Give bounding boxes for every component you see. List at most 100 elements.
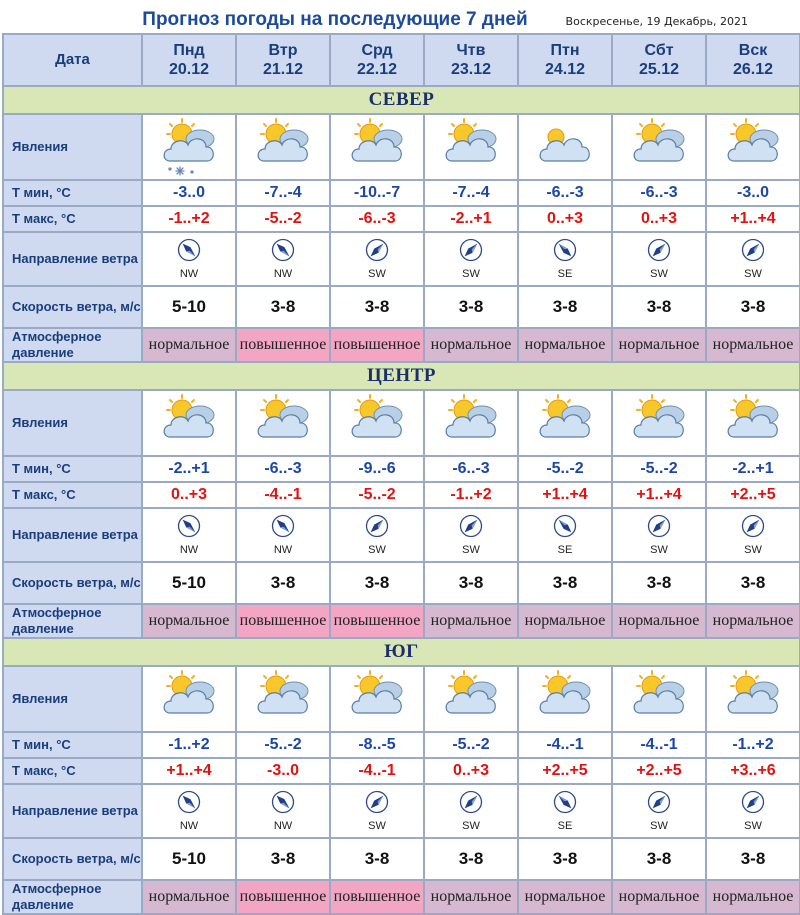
wind-speed-value: 3-8 (423, 561, 519, 605)
tmax-value: +2..+5 (611, 757, 707, 785)
pressure-value: нормальное (705, 603, 800, 639)
compass-arrow-icon (459, 514, 483, 543)
partly-cloudy-icon (426, 393, 516, 453)
wind-direction: SW (332, 790, 422, 832)
tmax-value: -3..0 (235, 757, 331, 785)
wind-direction-code: SW (650, 820, 668, 832)
region-header: ЦЕНТР (2, 361, 800, 391)
tmin-row: Т мин, °С -3..0 -7..-4 -10..-7 -7..-4 -6..-3-… (2, 179, 800, 207)
wind-direction-code: SW (744, 544, 762, 556)
wind-direction: SE (520, 790, 610, 832)
phenomena-label: Явления (2, 389, 143, 457)
wind-speed-value: 3-8 (423, 837, 519, 881)
wind-direction-code: SW (462, 268, 480, 280)
wind-direction-code: SE (557, 544, 573, 556)
partly-cloudy-icon (520, 669, 610, 729)
partly-cloudy-icon (332, 393, 422, 453)
wind-direction: SW (614, 238, 704, 280)
wind-direction-code: SW (650, 544, 668, 556)
pressure-row: Атмосферное давление нормальное повышенное… (2, 327, 800, 363)
wind-speed-value: 3-8 (611, 837, 707, 881)
tmin-row: Т мин, °С -2..+1 -6..-3 -9..-6 -6..-3 -5..-2-… (2, 455, 800, 483)
tmin-value: -7..-4 (423, 179, 519, 207)
tmax-label: Т макс, °С (2, 205, 143, 233)
wind-direction-row: Направление ветра NW NW SW SW SE SW SW (2, 783, 800, 839)
weather-cell (705, 389, 800, 457)
wind-direction-cell: SE (517, 783, 613, 839)
tmax-row: Т макс, °С 0..+3 -4..-1 -5..-2 -1..+2 +1..+4 +… (2, 481, 800, 509)
partly-cloudy-icon (708, 669, 798, 729)
weather-cell (329, 113, 425, 181)
partly-cloudy-icon (426, 669, 516, 729)
wind-direction: SW (708, 514, 798, 556)
wind-speed-value: 3-8 (705, 561, 800, 605)
pressure-value: нормальное (141, 327, 237, 363)
wind-direction-cell: NW (235, 507, 331, 563)
weather-cell (141, 665, 237, 733)
compass-arrow-icon (365, 514, 389, 543)
compass-arrow-icon (177, 238, 201, 267)
compass-arrow-icon (365, 790, 389, 819)
tmin-value: -3..0 (141, 179, 237, 207)
wind-direction-row: Направление ветра NW NW SW SW SE SW SW (2, 507, 800, 563)
tmin-value: -5..-2 (517, 455, 613, 483)
wind-speed-row: Скорость ветра, м/с 5-10 3-8 3-8 3-8 3-8 3-8 3-… (2, 561, 800, 605)
pressure-value: нормальное (705, 327, 800, 363)
tmax-value: -2..+1 (423, 205, 519, 233)
tmin-value: -6..-3 (517, 179, 613, 207)
compass-arrow-icon (459, 790, 483, 819)
wind-direction-code: NW (273, 268, 293, 280)
tmax-value: +3..+6 (705, 757, 800, 785)
wind-direction-cell: SE (517, 231, 613, 287)
region-header: ЮГ (2, 637, 800, 667)
tmin-value: -10..-7 (329, 179, 425, 207)
wind-speed-label: Скорость ветра, м/с (2, 837, 143, 881)
wind-speed-value: 5-10 (141, 561, 237, 605)
partly-cloudy-icon (144, 393, 234, 453)
wind-direction-row: Направление ветра NW NW SW SW SE SW SW (2, 231, 800, 287)
tmax-value: 0..+3 (141, 481, 237, 509)
wind-speed-value: 3-8 (329, 285, 425, 329)
tmax-value: -4..-1 (329, 757, 425, 785)
wind-direction-code: SW (650, 268, 668, 280)
pressure-value: нормальное (705, 879, 800, 915)
wind-direction: NW (238, 514, 328, 556)
tmin-value: -2..+1 (705, 455, 800, 483)
wind-speed-value: 3-8 (705, 285, 800, 329)
wind-speed-value: 3-8 (611, 561, 707, 605)
wind-direction-cell: SW (329, 231, 425, 287)
partly-cloudy-icon (332, 117, 422, 177)
wind-speed-value: 3-8 (235, 561, 331, 605)
wind-speed-value: 3-8 (517, 285, 613, 329)
wind-direction-cell: SE (517, 507, 613, 563)
pressure-value: нормальное (517, 603, 613, 639)
pressure-value: нормальное (141, 603, 237, 639)
day-header: Сбт 25.12 (611, 33, 707, 87)
wind-direction-code: SW (462, 820, 480, 832)
region-name: ЮГ (2, 637, 800, 667)
snow-cloud-icon (144, 117, 234, 177)
wind-direction-label: Направление ветра (2, 507, 143, 563)
phenomena-label: Явления (2, 665, 143, 733)
wind-direction-cell: SW (705, 507, 800, 563)
compass-arrow-icon (553, 514, 577, 543)
wind-speed-value: 3-8 (329, 837, 425, 881)
tmax-label: Т макс, °С (2, 481, 143, 509)
pressure-row: Атмосферное давление нормальное повышенное… (2, 879, 800, 915)
tmin-value: -8..-5 (329, 731, 425, 759)
pressure-value: повышенное (235, 327, 331, 363)
day-date: 24.12 (544, 61, 586, 78)
wind-direction: NW (238, 238, 328, 280)
compass-arrow-icon (553, 790, 577, 819)
region-name: ЦЕНТР (2, 361, 800, 391)
wind-speed-value: 3-8 (517, 837, 613, 881)
wind-direction: SW (614, 790, 704, 832)
weather-cell (329, 665, 425, 733)
tmax-value: +2..+5 (705, 481, 800, 509)
pressure-value: нормальное (423, 603, 519, 639)
tmax-value: 0..+3 (611, 205, 707, 233)
wind-direction-code: NW (179, 268, 199, 280)
wind-speed-value: 3-8 (235, 837, 331, 881)
pressure-value: нормальное (611, 327, 707, 363)
wind-direction-code: NW (273, 544, 293, 556)
